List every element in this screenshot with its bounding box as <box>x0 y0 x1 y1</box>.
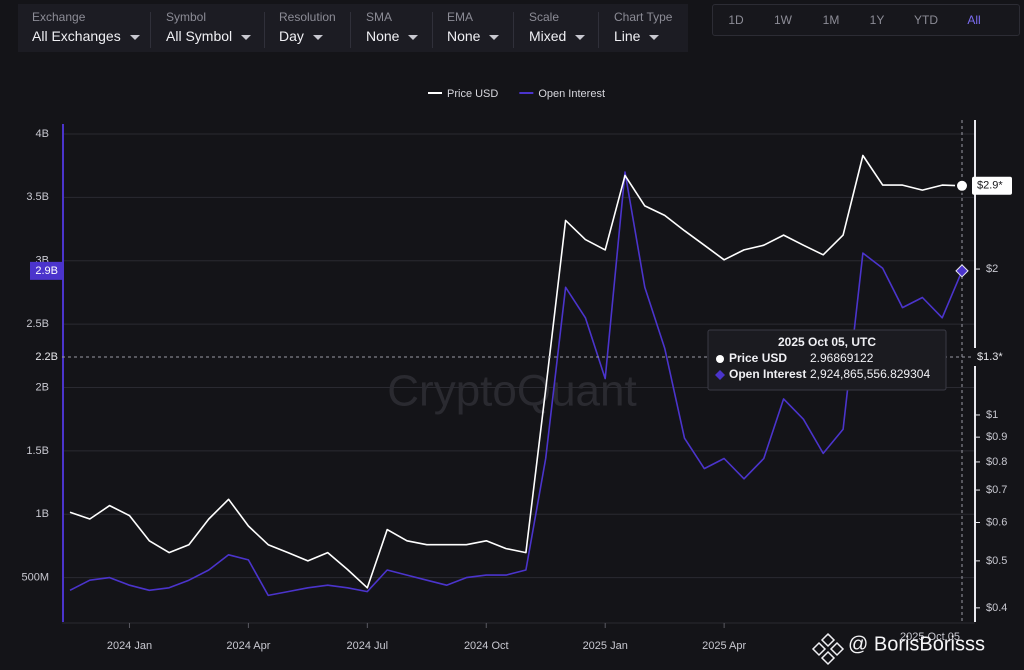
filter-value[interactable]: Mixed <box>529 28 585 44</box>
tooltip-name: Price USD <box>729 351 787 365</box>
y2-tick-label: $0.8 <box>986 456 1007 468</box>
range-button[interactable]: 1Y <box>869 13 885 27</box>
price-point <box>955 178 969 193</box>
divider <box>598 12 599 48</box>
x-tick-label: 2024 Apr <box>226 640 270 652</box>
series-line <box>69 171 963 597</box>
y2-tick-label: $0.5 <box>986 555 1007 567</box>
filter-label: SMA <box>366 10 393 24</box>
filter[interactable]: Scale Mixed <box>529 10 585 44</box>
filter[interactable]: EMA None <box>447 10 499 44</box>
y-tick-label: 2.5B <box>26 318 49 330</box>
y2-tick-label: $0.6 <box>986 516 1007 528</box>
range-button[interactable]: 1D <box>728 13 744 27</box>
toolbar: Exchange All Exchanges Symbol All Symbol R… <box>18 4 688 52</box>
filter-value[interactable]: None <box>447 28 499 44</box>
tooltip-title: 2025 Oct 05, UTC <box>778 335 876 349</box>
x-tick-label: 2025 Jan <box>583 640 628 652</box>
watermark: CryptoQuant <box>387 367 636 416</box>
filter-label: Resolution <box>279 10 336 24</box>
filter[interactable]: Symbol All Symbol <box>166 10 251 44</box>
x-tick-label: 2024 Jan <box>107 640 152 652</box>
y-tick-label: 3.5B <box>26 191 49 203</box>
badge <box>30 348 62 366</box>
badge <box>972 176 1012 195</box>
tooltip-icon <box>715 370 725 380</box>
badge-label: $1.3* <box>977 351 1003 363</box>
credit-icon <box>811 632 845 666</box>
filter[interactable]: SMA None <box>366 10 418 44</box>
tooltip-value: 2.96869122 <box>810 351 874 365</box>
tooltip-box <box>707 329 947 391</box>
filter[interactable]: Chart Type Line <box>614 10 672 44</box>
x-tick-label: 2025 Apr <box>702 640 746 652</box>
filter-label: Scale <box>529 10 560 24</box>
range-button[interactable]: All <box>967 13 981 27</box>
x-tick-label: 2024 Jul <box>347 640 389 652</box>
range-button[interactable]: 1M <box>822 13 840 27</box>
y2-tick-label: $0.7 <box>986 484 1007 496</box>
legend-label: Price USD <box>447 88 498 100</box>
filter-value[interactable]: Line <box>614 28 672 44</box>
divider <box>150 12 151 48</box>
tooltip-icon <box>716 355 724 363</box>
series-line <box>69 154 963 589</box>
oi-point <box>955 264 969 278</box>
divider <box>264 12 265 48</box>
y2-tick-label: $0.4 <box>986 602 1007 614</box>
tooltip-name: Open Interest <box>729 367 806 381</box>
y2-tick-label: $2 <box>986 263 998 275</box>
x-tick-label: 2024 Oct <box>464 640 509 652</box>
legend-label: Open Interest <box>538 88 605 100</box>
badge <box>972 348 1012 366</box>
badge-label: $2.9* <box>977 180 1003 192</box>
divider <box>513 12 514 48</box>
range-button[interactable]: YTD <box>914 13 938 27</box>
divider <box>432 12 433 48</box>
filter-value[interactable]: All Exchanges <box>32 28 140 44</box>
y-tick-label: 500M <box>21 572 49 584</box>
divider <box>350 12 351 48</box>
y2-tick-label: $1 <box>986 409 998 421</box>
y2-tick-label: $0.9 <box>986 431 1007 443</box>
range-button[interactable]: 1W <box>774 13 792 27</box>
y-tick-label: 2B <box>36 381 49 393</box>
filter-value[interactable]: Day <box>279 28 336 44</box>
filter[interactable]: Resolution Day <box>279 10 336 44</box>
y-tick-label: 1B <box>36 508 49 520</box>
tooltip: 2025 Oct 05, UTC Price USD 2.96869122 Open … <box>707 329 947 391</box>
badge-label: 2.2B <box>35 351 58 363</box>
x-cursor-label: 2025 Oct 05 <box>900 631 960 643</box>
badge-label: 2.9B <box>35 265 58 277</box>
y-tick-label: 1.5B <box>26 445 49 457</box>
range-selector: 1D 1W 1M 1Y YTD All <box>712 4 1020 36</box>
filter-label: EMA <box>447 10 474 24</box>
filter-label: Exchange <box>32 10 86 24</box>
y-tick-label: 4B <box>36 128 49 140</box>
badge <box>30 261 62 280</box>
tooltip-value: 2,924,865,556.829304 <box>810 367 930 381</box>
filter-value[interactable]: None <box>366 28 418 44</box>
filter[interactable]: Exchange All Exchanges <box>32 10 140 44</box>
credit: @ BorisBorisss <box>848 633 985 655</box>
filter-value[interactable]: All Symbol <box>166 28 251 44</box>
filter-label: Chart Type <box>614 10 673 24</box>
filter-label: Symbol <box>166 10 207 24</box>
